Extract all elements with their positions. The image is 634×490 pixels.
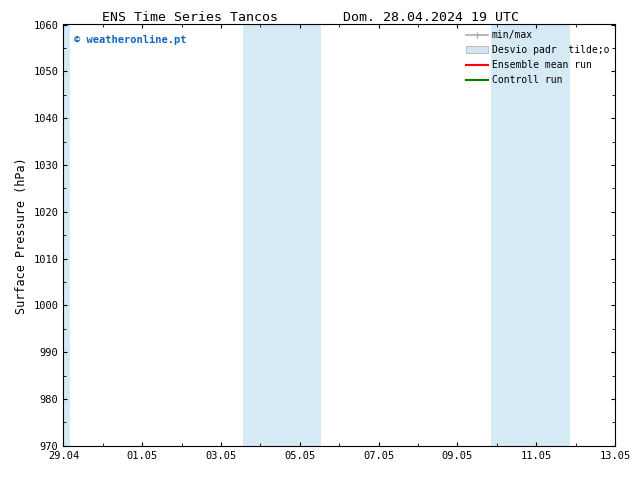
Text: Dom. 28.04.2024 19 UTC: Dom. 28.04.2024 19 UTC xyxy=(343,11,519,24)
Text: ENS Time Series Tancos: ENS Time Series Tancos xyxy=(102,11,278,24)
Bar xyxy=(61,24,70,446)
Y-axis label: Surface Pressure (hPa): Surface Pressure (hPa) xyxy=(15,157,28,314)
Text: © weatheronline.pt: © weatheronline.pt xyxy=(74,35,187,45)
Legend: min/max, Desvio padr  tilde;o, Ensemble mean run, Controll run: min/max, Desvio padr tilde;o, Ensemble m… xyxy=(462,26,613,89)
Bar xyxy=(243,24,321,446)
Bar xyxy=(491,24,570,446)
